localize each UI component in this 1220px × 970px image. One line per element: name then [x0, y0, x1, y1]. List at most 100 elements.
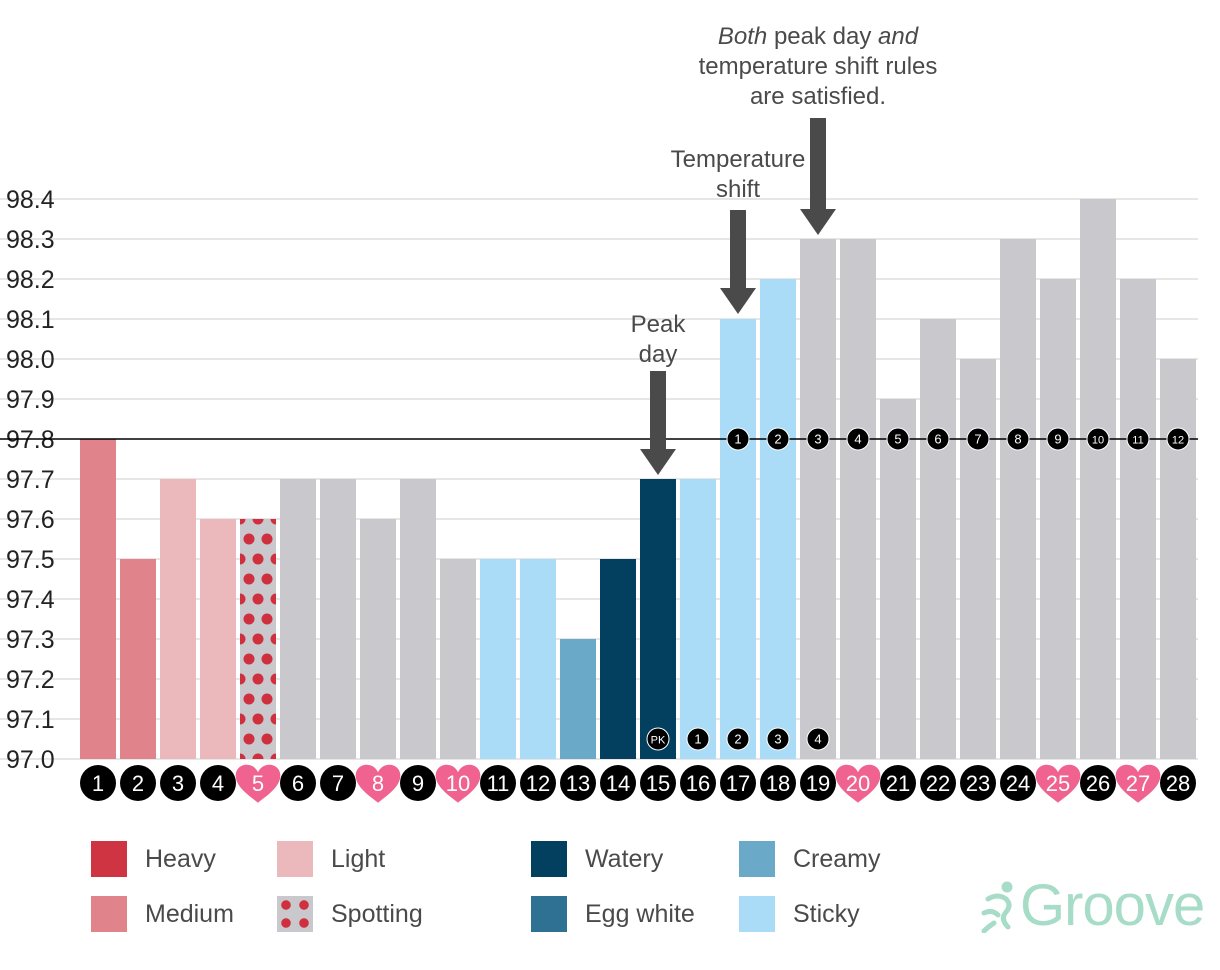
shift-marker-circle	[726, 427, 750, 451]
x-tick-label: 12	[526, 771, 550, 796]
y-tick-label: 97.2	[6, 666, 55, 694]
x-tick-label: 9	[412, 771, 424, 796]
bar-day-19	[800, 239, 836, 759]
y-tick-label: 97.0	[6, 746, 55, 774]
bar-day-7	[320, 479, 356, 759]
groove-figure-icon	[981, 881, 1013, 933]
annotation-arrow-day-15	[640, 371, 676, 475]
peak-count-marker-label: 3	[774, 732, 781, 747]
annotation-arrow-day-19	[800, 118, 836, 235]
x-tick-label: 11	[487, 771, 510, 796]
bar-day-16	[680, 479, 716, 759]
bar-day-14	[600, 559, 636, 759]
shift-marker-label: 1	[734, 432, 741, 447]
annotation-arrow-day-15-shaft	[650, 371, 666, 449]
shift-marker-circle	[1166, 427, 1190, 451]
peak-count-marker-label: 4	[814, 732, 821, 747]
peak-count-marker-circle	[646, 727, 670, 751]
y-tick-label: 97.3	[6, 626, 55, 654]
bar-day-21	[880, 399, 916, 759]
x-tick-label: 25	[1046, 771, 1070, 796]
bar-day-1	[80, 439, 116, 759]
x-tick-label: 13	[566, 771, 590, 796]
y-tick-label: 97.6	[6, 506, 55, 534]
bar-day-22	[920, 319, 956, 759]
bar-day-17	[720, 319, 756, 759]
x-tick-label: 7	[332, 771, 344, 796]
bar-day-27	[1120, 279, 1156, 759]
annotation-arrow-day-19-head	[800, 209, 836, 235]
annotation-arrow-day-17-head	[720, 288, 756, 314]
peak-count-marker-label: 1	[694, 732, 701, 747]
day-marker-circle	[280, 765, 316, 801]
y-tick-label: 98.4	[6, 186, 55, 214]
shift-marker-circle	[1126, 427, 1150, 451]
x-tick-label: 15	[646, 771, 670, 796]
day-marker-circle	[640, 765, 676, 801]
x-tick-label: 5	[252, 771, 264, 796]
day-marker-circle	[560, 765, 596, 801]
x-tick-label: 27	[1126, 771, 1150, 796]
day-marker-circle	[920, 765, 956, 801]
peak-count-marker-circle	[806, 727, 830, 751]
x-tick-label: 23	[966, 771, 990, 796]
bar-day-6	[280, 479, 316, 759]
shift-marker-label: 10	[1092, 435, 1104, 447]
annotation-arrow-day-17-shaft	[730, 210, 746, 288]
shift-marker-circle	[806, 427, 830, 451]
x-tick-label: 14	[606, 771, 630, 796]
day-marker-circle	[1000, 765, 1036, 801]
day-marker-circle	[800, 765, 836, 801]
shift-marker-label: 7	[974, 432, 981, 447]
x-tick-label: 26	[1086, 771, 1110, 796]
day-marker-circle	[200, 765, 236, 801]
day-marker-circle	[320, 765, 356, 801]
annotation-text: shift	[716, 176, 760, 203]
heart-icon	[355, 764, 401, 803]
bar-day-18	[760, 279, 796, 759]
day-marker-circle	[520, 765, 556, 801]
y-tick-label: 97.1	[6, 706, 55, 734]
heart-icon	[1035, 764, 1081, 803]
bar-day-10	[440, 559, 476, 759]
shift-marker-label: 9	[1054, 432, 1061, 447]
y-tick-label: 98.0	[6, 346, 55, 374]
day-marker-circle	[960, 765, 996, 801]
shift-marker-label: 4	[854, 432, 861, 447]
peak-count-marker-circle	[766, 727, 790, 751]
annotation-text: Both peak day and	[718, 23, 919, 50]
day-marker-circle	[1160, 765, 1196, 801]
day-marker-circle	[680, 765, 716, 801]
bar-day-25	[1040, 279, 1076, 759]
annotation-text: Temperature	[671, 146, 806, 173]
x-tick-label: 16	[686, 771, 710, 796]
shift-marker-circle	[1006, 427, 1030, 451]
x-tick-label: 4	[212, 771, 224, 796]
shift-marker-circle	[846, 427, 870, 451]
heart-icon	[435, 764, 481, 803]
annotation-arrow-day-15-head	[640, 449, 676, 475]
peak-count-marker-label: PK	[651, 735, 666, 747]
bar-day-26	[1080, 199, 1116, 759]
day-marker-circle	[400, 765, 436, 801]
x-tick-label: 17	[726, 771, 750, 796]
annotation-text: temperature shift rules	[699, 53, 938, 80]
x-tick-label: 19	[806, 771, 830, 796]
x-tick-label: 28	[1166, 771, 1190, 796]
day-marker-circle	[760, 765, 796, 801]
x-tick-label: 24	[1006, 771, 1030, 796]
shift-marker-circle	[1046, 427, 1070, 451]
shift-marker-label: 11	[1132, 435, 1143, 447]
x-tick-label: 21	[886, 771, 910, 796]
day-marker-circle	[720, 765, 756, 801]
annotation-arrow-day-17	[720, 210, 756, 314]
bar-day-12	[520, 559, 556, 759]
annotation-text: are satisfied.	[750, 83, 886, 110]
bar-day-5	[240, 519, 276, 759]
annotation-text: day	[639, 341, 678, 368]
bar-day-4	[200, 519, 236, 759]
x-tick-label: 8	[372, 771, 384, 796]
y-tick-label: 98.3	[6, 226, 55, 254]
shift-marker-label: 3	[814, 432, 821, 447]
day-marker-circle	[120, 765, 156, 801]
